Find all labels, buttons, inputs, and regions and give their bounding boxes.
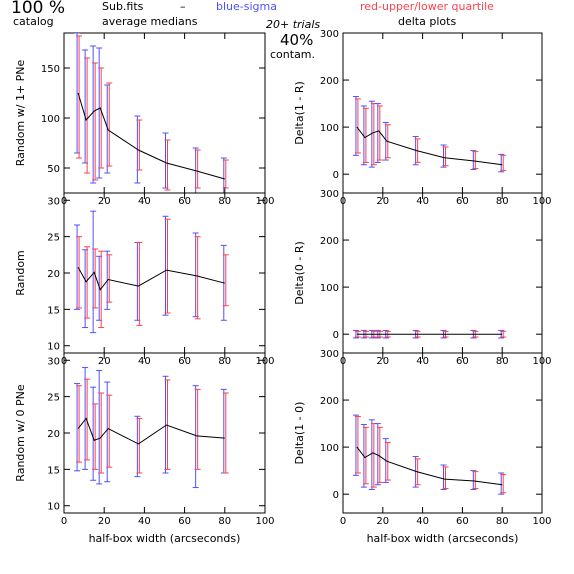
plot-frame (63, 352, 266, 514)
plot-data (352, 96, 507, 173)
plot-frame (342, 192, 543, 354)
x-tick-label: 80 (496, 196, 509, 207)
y-axis-label: Delta(1 - 0) (293, 402, 306, 465)
header-catalog: catalog (13, 15, 54, 28)
y-tick-label: 300 (320, 29, 339, 40)
header-trials: 20+ trials (266, 18, 321, 31)
panel-delta-0-r (342, 192, 543, 354)
median-line (356, 126, 503, 166)
y-tick-label: 200 (320, 396, 339, 407)
x-tick-label: 40 (416, 196, 429, 207)
x-tick-label: 40 (138, 356, 151, 367)
plot-frame (342, 32, 543, 194)
y-tick-label: 300 (320, 349, 339, 360)
x-tick-label: 80 (496, 356, 509, 367)
y-tick-label: 20 (47, 429, 60, 440)
plot-data (74, 210, 229, 334)
y-tick-label: 30 (47, 196, 60, 207)
panel-delta-1-r (342, 32, 543, 194)
y-tick-label: 10 (47, 502, 60, 513)
x-tick-label: 20 (376, 516, 389, 527)
y-tick-label: 100 (320, 443, 339, 454)
header-blue-sigma: blue-sigma (216, 0, 277, 13)
x-tick-label: 40 (416, 516, 429, 527)
y-tick-label: 0 (333, 490, 339, 501)
x-tick-label: 100 (532, 516, 551, 527)
y-axis-label: Random w/ 0 PNe (14, 384, 27, 482)
header-medians: average medians (102, 15, 198, 28)
y-tick-label: 200 (320, 236, 339, 247)
y-tick-label: 30 (47, 356, 60, 367)
header-delta-plots: delta plots (398, 15, 457, 28)
y-tick-label: 100 (41, 114, 60, 125)
x-tick-label: 20 (376, 356, 389, 367)
y-tick-label: 200 (320, 76, 339, 87)
y-axis-label: Delta(0 - R) (293, 241, 306, 305)
median-line (77, 92, 225, 180)
y-tick-label: 15 (47, 465, 60, 476)
panel-random-0 (63, 352, 266, 514)
header-contam-percent: 40% (280, 31, 314, 49)
x-axis-label: half-box width (arcseconds) (89, 532, 241, 545)
y-tick-label: 150 (41, 64, 60, 75)
median-line (77, 266, 225, 291)
header-percent: 100 % (11, 0, 66, 18)
y-axis-label: Random (14, 250, 27, 296)
x-tick-label: 40 (138, 516, 151, 527)
x-tick-label: 80 (218, 196, 231, 207)
y-tick-label: 0 (333, 170, 339, 181)
panel-random-1plus (63, 32, 266, 194)
x-tick-label: 60 (178, 356, 191, 367)
x-axis-label: half-box width (arcseconds) (367, 532, 519, 545)
x-tick-label: 60 (456, 356, 469, 367)
x-tick-label: 40 (416, 356, 429, 367)
plot-data (352, 329, 507, 339)
header-red-quartile: red-upper/lower quartile (360, 0, 494, 13)
x-tick-label: 20 (376, 196, 389, 207)
y-tick-label: 300 (320, 189, 339, 200)
header-contam: contam. (270, 48, 316, 61)
plot-data (74, 33, 229, 193)
x-tick-label: 80 (496, 516, 509, 527)
x-tick-label: 20 (98, 516, 111, 527)
plot-data (352, 414, 507, 495)
y-tick-label: 50 (47, 164, 60, 175)
header-subfits: Sub.fits (102, 0, 144, 13)
median-line (77, 417, 225, 445)
x-tick-label: 20 (98, 356, 111, 367)
y-tick-label: 0 (333, 330, 339, 341)
x-tick-label: 40 (138, 196, 151, 207)
y-tick-label: 15 (47, 305, 60, 316)
x-tick-label: 60 (456, 196, 469, 207)
x-tick-label: 0 (340, 516, 346, 527)
y-axis-label: Delta(1 - R) (293, 81, 306, 145)
x-tick-label: 80 (218, 356, 231, 367)
panel-random (63, 192, 266, 354)
y-axis-label: Random w/ 1+ PNe (14, 59, 27, 166)
header-dash: – (180, 0, 186, 13)
panel-delta-1-0 (342, 352, 543, 514)
x-tick-label: 60 (456, 516, 469, 527)
y-tick-label: 100 (320, 283, 339, 294)
x-tick-label: 60 (178, 516, 191, 527)
plot-frame (342, 352, 543, 514)
x-tick-label: 100 (255, 516, 274, 527)
y-tick-label: 10 (47, 342, 60, 353)
x-tick-label: 0 (61, 516, 67, 527)
plot-data (74, 367, 229, 489)
y-tick-label: 100 (320, 123, 339, 134)
y-tick-label: 25 (47, 393, 60, 404)
y-tick-label: 25 (47, 233, 60, 244)
x-tick-label: 20 (98, 196, 111, 207)
y-tick-label: 20 (47, 269, 60, 280)
x-tick-label: 80 (218, 516, 231, 527)
median-line (356, 446, 503, 486)
plot-frame (63, 32, 266, 194)
x-tick-label: 60 (178, 196, 191, 207)
